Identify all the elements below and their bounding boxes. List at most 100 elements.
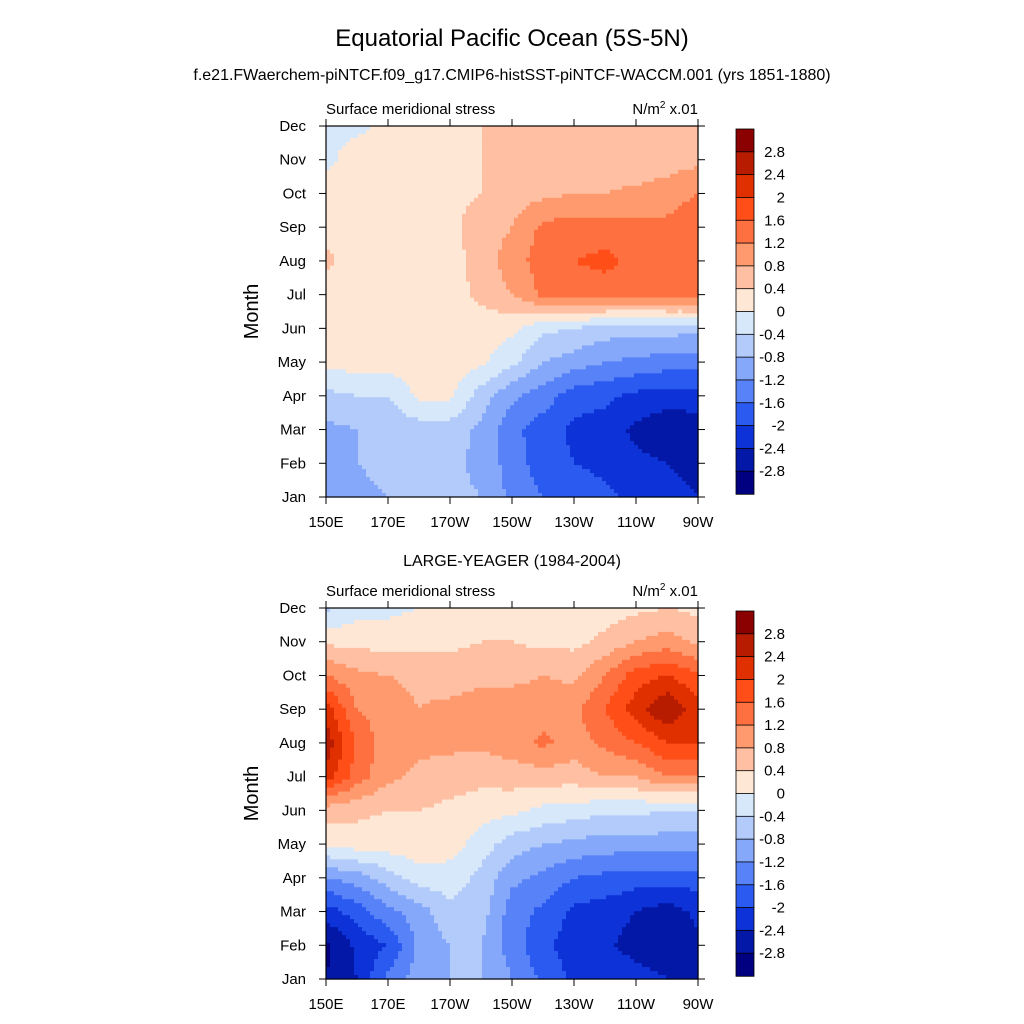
field-cell bbox=[378, 149, 383, 155]
field-cell bbox=[454, 233, 459, 239]
field-cell bbox=[618, 181, 623, 187]
field-cell bbox=[474, 165, 479, 171]
field-cell bbox=[522, 161, 527, 167]
field-cell bbox=[690, 305, 695, 311]
field-cell bbox=[626, 253, 631, 259]
field-cell bbox=[634, 209, 639, 215]
field-cell bbox=[326, 277, 331, 283]
field-cell bbox=[434, 153, 439, 159]
field-cell bbox=[614, 261, 619, 267]
field-cell bbox=[642, 289, 647, 295]
field-cell bbox=[622, 185, 627, 191]
field-cell bbox=[486, 217, 491, 223]
field-cell bbox=[518, 129, 523, 135]
field-cell bbox=[330, 317, 335, 323]
field-cell bbox=[586, 221, 591, 227]
field-cell bbox=[474, 205, 479, 211]
field-cell bbox=[678, 185, 683, 191]
field-cell bbox=[370, 193, 375, 199]
field-cell bbox=[490, 221, 495, 227]
field-cell bbox=[646, 325, 651, 331]
field-cell bbox=[458, 157, 463, 163]
field-cell bbox=[546, 165, 551, 171]
field-cell bbox=[470, 321, 475, 327]
field-cell bbox=[474, 261, 479, 267]
field-cell bbox=[506, 261, 511, 267]
field-cell bbox=[474, 153, 479, 159]
field-cell bbox=[474, 297, 479, 303]
field-cell bbox=[694, 313, 699, 319]
field-cell bbox=[358, 305, 363, 311]
field-cell bbox=[586, 261, 591, 267]
field-cell bbox=[690, 285, 695, 291]
field-cell bbox=[582, 257, 587, 263]
field-cell bbox=[582, 217, 587, 223]
field-cell bbox=[558, 181, 563, 187]
field-cell bbox=[406, 209, 411, 215]
field-cell bbox=[502, 193, 507, 199]
field-cell bbox=[526, 325, 531, 331]
field-cell bbox=[658, 281, 663, 287]
field-cell bbox=[398, 237, 403, 243]
field-cell bbox=[370, 221, 375, 227]
field-cell bbox=[442, 273, 447, 279]
field-cell bbox=[522, 337, 527, 343]
field-cell bbox=[570, 145, 575, 151]
field-cell bbox=[626, 305, 631, 311]
field-cell bbox=[406, 141, 411, 147]
field-cell bbox=[390, 293, 395, 299]
field-cell bbox=[358, 173, 363, 179]
field-cell bbox=[666, 161, 671, 167]
field-cell bbox=[494, 293, 499, 299]
field-cell bbox=[626, 193, 631, 199]
field-cell bbox=[598, 265, 603, 271]
field-cell bbox=[374, 137, 379, 143]
field-cell bbox=[442, 257, 447, 263]
field-cell bbox=[654, 329, 659, 335]
field-cell bbox=[690, 213, 695, 219]
field-cell bbox=[358, 249, 363, 255]
field-cell bbox=[550, 281, 555, 287]
field-cell bbox=[538, 205, 543, 211]
field-cell bbox=[390, 137, 395, 143]
field-cell bbox=[594, 173, 599, 179]
field-cell bbox=[690, 325, 695, 331]
field-cell bbox=[430, 309, 435, 315]
field-cell bbox=[530, 161, 535, 167]
field-cell bbox=[550, 181, 555, 187]
field-cell bbox=[406, 285, 411, 291]
field-cell bbox=[638, 197, 643, 203]
field-cell bbox=[506, 229, 511, 235]
field-cell bbox=[590, 297, 595, 303]
field-cell bbox=[370, 313, 375, 319]
field-cell bbox=[502, 229, 507, 235]
field-cell bbox=[634, 197, 639, 203]
field-cell bbox=[422, 193, 427, 199]
field-cell bbox=[434, 277, 439, 283]
field-cell bbox=[470, 257, 475, 263]
field-cell bbox=[378, 201, 383, 207]
field-cell bbox=[386, 281, 391, 287]
field-cell bbox=[490, 297, 495, 303]
field-cell bbox=[466, 297, 471, 303]
field-cell bbox=[354, 333, 359, 339]
field-cell bbox=[402, 329, 407, 335]
field-cell bbox=[478, 305, 483, 311]
field-cell bbox=[606, 141, 611, 147]
field-cell bbox=[454, 141, 459, 147]
field-cell bbox=[538, 129, 543, 135]
field-cell bbox=[410, 233, 415, 239]
field-cell bbox=[574, 225, 579, 231]
field-cell bbox=[694, 149, 699, 155]
field-cell bbox=[482, 333, 487, 339]
field-cell bbox=[542, 217, 547, 223]
field-cell bbox=[670, 253, 675, 259]
field-cell bbox=[458, 297, 463, 303]
field-cell bbox=[658, 249, 663, 255]
field-cell bbox=[666, 313, 671, 319]
field-cell bbox=[646, 293, 651, 299]
field-cell bbox=[350, 309, 355, 315]
field-cell bbox=[622, 329, 627, 335]
field-cell bbox=[330, 209, 335, 215]
field-cell bbox=[674, 269, 679, 275]
